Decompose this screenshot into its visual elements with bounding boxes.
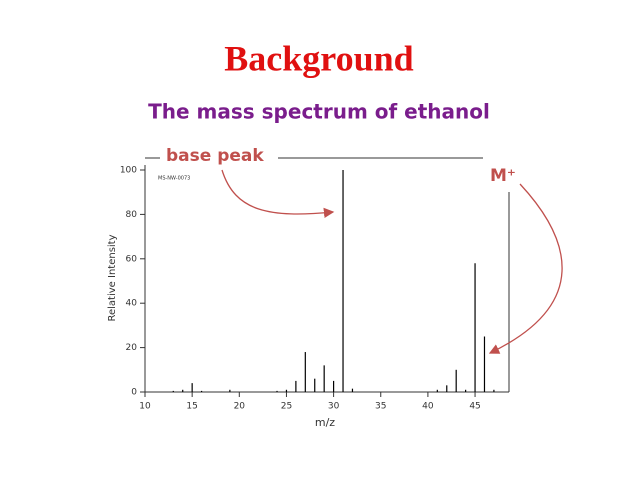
x-tick-label: 15 [186, 402, 197, 412]
y-tick-label: 40 [126, 299, 138, 309]
y-tick-label: 20 [126, 343, 138, 353]
x-tick-label: 35 [375, 402, 386, 412]
x-tick-label: 25 [281, 402, 292, 412]
y-tick-label: 80 [126, 210, 138, 220]
arrow [221, 169, 335, 219]
y-tick-label: 60 [126, 254, 138, 264]
y-axis-label: Relative Intensity [107, 234, 118, 321]
arrow [488, 183, 563, 354]
x-tick-label: 40 [422, 402, 434, 412]
y-tick-label: 0 [131, 388, 137, 398]
x-tick-label: 45 [469, 402, 480, 412]
x-tick-label: 30 [328, 402, 340, 412]
y-tick-label: 100 [120, 166, 137, 176]
annotation: base peak [166, 146, 264, 166]
x-tick-label: 20 [234, 402, 246, 412]
spectrum-code: MS-NW-0073 [158, 176, 190, 182]
x-axis-label: m/z [315, 416, 335, 429]
chart-title: The mass spectrum of ethanol [148, 100, 490, 124]
annotation: M⁺ [490, 166, 516, 186]
x-tick-label: 10 [139, 402, 151, 412]
slide-title: Background [224, 38, 413, 78]
